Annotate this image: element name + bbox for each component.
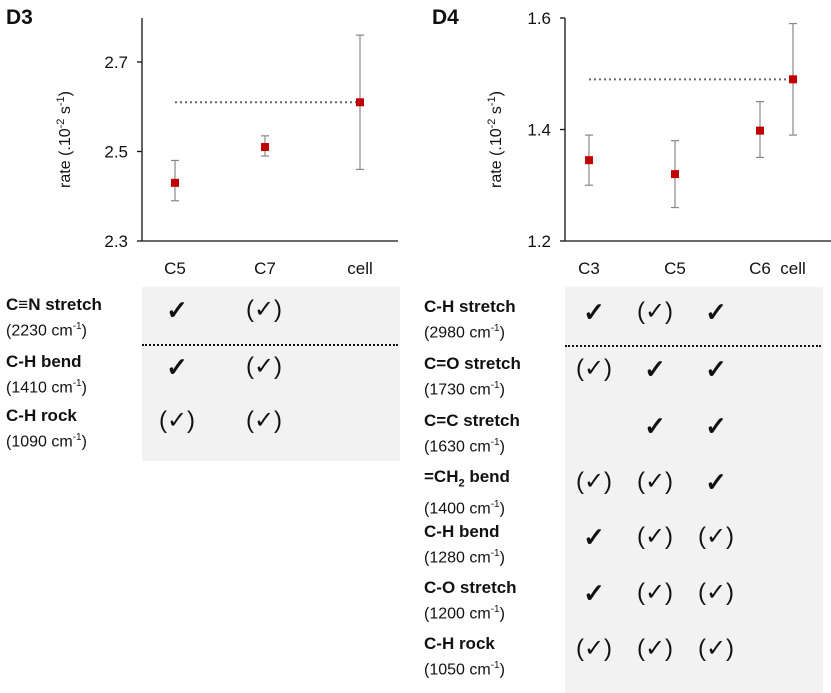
check-icon: ✓ — [705, 411, 727, 441]
d4-category-label: C6 — [749, 259, 771, 278]
d4-data-point — [671, 170, 679, 179]
check-icon: ✓ — [705, 297, 727, 327]
d4-mode-label: C-H stretch (2980 cm-1) — [424, 296, 516, 344]
d3-mode-wavenumber: (1090 cm-1) — [6, 432, 87, 451]
d4-table-divider — [565, 345, 821, 347]
check-in-parentheses-icon: (✓) — [697, 635, 735, 662]
d3-category-label: C5 — [164, 259, 186, 278]
check-icon: ✓ — [583, 522, 605, 552]
d3-mode-label: C-H rock (1090 cm-1) — [6, 405, 87, 453]
chart-d4: 1.2 1.4 1.6 rate (.10-2 s-1) C3 C5 C6 cell — [486, 9, 831, 278]
d4-ytick-label: 1.2 — [527, 232, 551, 251]
d4-data-point — [585, 156, 593, 165]
check-in-parentheses-icon: (✓) — [636, 298, 674, 325]
d4-mode-label: C=C stretch (1630 cm-1) — [424, 410, 520, 458]
d4-mode-label: C-H rock (1050 cm-1) — [424, 633, 505, 681]
d3-data-point — [261, 143, 269, 152]
d3-ytick-label: 2.5 — [104, 143, 128, 162]
d4-mode-wavenumber: (1630 cm-1) — [424, 437, 505, 456]
d4-mode-wavenumber: (1280 cm-1) — [424, 548, 505, 567]
d4-mode-label: C-H bend (1280 cm-1) — [424, 521, 505, 569]
d3-data-point — [356, 98, 364, 107]
d4-ytick-label: 1.6 — [527, 9, 551, 28]
check-icon: ✓ — [705, 467, 727, 497]
d4-mode-name: =CH2 bend — [424, 467, 510, 490]
d3-ytick-label: 2.7 — [104, 53, 128, 72]
check-in-parentheses-icon: (✓) — [636, 635, 674, 662]
d3-mode-name: C-H rock — [6, 406, 77, 425]
d4-mode-wavenumber: (2980 cm-1) — [424, 323, 505, 342]
check-icon: ✓ — [644, 354, 666, 384]
d4-mode-label: =CH2 bend (1400 cm-1) — [424, 466, 510, 521]
d4-category-label: C5 — [664, 259, 686, 278]
d3-ytick-label: 2.3 — [104, 232, 128, 251]
check-in-parentheses-icon: (✓) — [697, 523, 735, 550]
check-icon: ✓ — [644, 411, 666, 441]
check-in-parentheses-icon: (✓) — [575, 355, 613, 382]
table-d4-background — [565, 287, 823, 693]
d4-data-point — [756, 126, 764, 135]
check-in-parentheses-icon: (✓) — [697, 579, 735, 606]
d4-mode-wavenumber: (1400 cm-1) — [424, 499, 505, 518]
d4-mode-name: C-H stretch — [424, 297, 516, 316]
d3-mode-label: C-H bend (1410 cm-1) — [6, 351, 87, 399]
d4-category-label: C3 — [578, 259, 600, 278]
d4-mode-name: C-H rock — [424, 634, 495, 653]
chart-d3: 2.3 2.5 2.7 rate (.10-2 s-1) C5 C7 cell — [55, 18, 398, 278]
check-in-parentheses-icon: (✓) — [245, 296, 283, 323]
check-icon: ✓ — [166, 295, 188, 325]
d4-mode-name: C-H bend — [424, 522, 500, 541]
check-icon: ✓ — [583, 297, 605, 327]
panel-label-d4: D4 — [432, 6, 459, 29]
d3-mode-name: C-H bend — [6, 352, 82, 371]
check-icon: ✓ — [166, 352, 188, 382]
d3-y-axis-label: rate (.10-2 s-1) — [55, 91, 74, 188]
check-icon: ✓ — [583, 578, 605, 608]
d3-mode-name: C≡N stretch — [6, 295, 102, 314]
d3-mode-wavenumber: (1410 cm-1) — [6, 378, 87, 397]
d3-mode-label: C≡N stretch (2230 cm-1) — [6, 294, 102, 342]
check-in-parentheses-icon: (✓) — [636, 523, 674, 550]
d4-mode-name: C=O stretch — [424, 354, 521, 373]
check-in-parentheses-icon: (✓) — [245, 353, 283, 380]
d4-mode-label: C=O stretch (1730 cm-1) — [424, 353, 521, 401]
table-d3-background — [142, 287, 400, 461]
d4-mode-wavenumber: (1730 cm-1) — [424, 380, 505, 399]
check-in-parentheses-icon: (✓) — [636, 468, 674, 495]
d3-category-label: C7 — [254, 259, 276, 278]
check-icon: ✓ — [705, 354, 727, 384]
check-in-parentheses-icon: (✓) — [245, 407, 283, 434]
d4-mode-wavenumber: (1050 cm-1) — [424, 660, 505, 679]
check-in-parentheses-icon: (✓) — [636, 579, 674, 606]
d4-data-point — [789, 75, 797, 84]
d3-mode-wavenumber: (2230 cm-1) — [6, 321, 87, 340]
d4-ytick-label: 1.4 — [527, 121, 551, 140]
d3-table-divider — [142, 344, 398, 346]
d4-mode-name: C-O stretch — [424, 578, 517, 597]
panel-label-d3: D3 — [6, 6, 33, 29]
check-in-parentheses-icon: (✓) — [575, 468, 613, 495]
d4-mode-wavenumber: (1200 cm-1) — [424, 604, 505, 623]
check-in-parentheses-icon: (✓) — [158, 407, 196, 434]
d4-category-label: cell — [780, 259, 806, 278]
d3-category-label: cell — [347, 259, 373, 278]
check-in-parentheses-icon: (✓) — [575, 635, 613, 662]
d3-data-point — [171, 178, 179, 187]
d4-y-axis-label: rate (.10-2 s-1) — [486, 91, 505, 188]
d4-mode-label: C-O stretch (1200 cm-1) — [424, 577, 517, 625]
d4-mode-name: C=C stretch — [424, 411, 520, 430]
